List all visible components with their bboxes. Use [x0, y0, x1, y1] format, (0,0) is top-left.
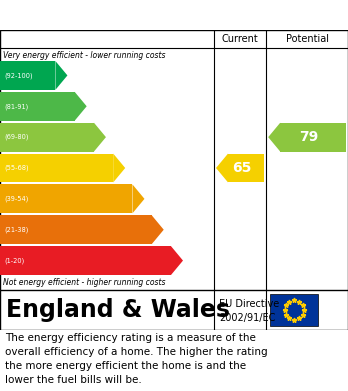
- Text: (1-20): (1-20): [4, 257, 24, 264]
- Text: 65: 65: [232, 161, 252, 175]
- Text: Potential: Potential: [286, 34, 329, 44]
- Polygon shape: [171, 246, 183, 275]
- Text: (69-80): (69-80): [4, 134, 29, 140]
- Text: G: G: [185, 254, 196, 267]
- Polygon shape: [113, 154, 125, 183]
- Bar: [0, 123, 94, 152]
- Text: (39-54): (39-54): [4, 196, 29, 202]
- Polygon shape: [152, 215, 164, 244]
- Text: 2002/91/EC: 2002/91/EC: [219, 313, 275, 323]
- Bar: [0, 61, 55, 90]
- Bar: [0, 215, 152, 244]
- Polygon shape: [133, 185, 144, 213]
- Text: B: B: [89, 99, 99, 113]
- Text: Energy Efficiency Rating: Energy Efficiency Rating: [122, 7, 332, 23]
- Text: The energy efficiency rating is a measure of the
overall efficiency of a home. T: The energy efficiency rating is a measur…: [5, 333, 268, 385]
- Bar: [0, 92, 75, 121]
- Text: A: A: [69, 68, 80, 83]
- Polygon shape: [216, 154, 228, 183]
- Polygon shape: [55, 61, 68, 90]
- Text: C: C: [108, 130, 118, 144]
- Text: (21-38): (21-38): [4, 226, 29, 233]
- Text: Very energy efficient - lower running costs: Very energy efficient - lower running co…: [3, 51, 166, 60]
- Text: England & Wales: England & Wales: [6, 298, 230, 322]
- Text: (81-91): (81-91): [4, 103, 28, 109]
- Bar: [0, 185, 133, 213]
- Text: F: F: [166, 223, 175, 237]
- Bar: [270, 294, 318, 326]
- Text: Not energy efficient - higher running costs: Not energy efficient - higher running co…: [3, 278, 166, 287]
- Text: 79: 79: [300, 130, 319, 144]
- Text: (92-100): (92-100): [4, 72, 33, 79]
- Bar: [280, 123, 346, 152]
- Text: (55-68): (55-68): [4, 165, 29, 171]
- Polygon shape: [268, 123, 280, 152]
- Text: EU Directive: EU Directive: [219, 299, 279, 309]
- Text: E: E: [147, 192, 156, 206]
- Bar: [0, 154, 113, 183]
- Text: D: D: [127, 161, 139, 175]
- Bar: [228, 154, 264, 183]
- Polygon shape: [75, 92, 87, 121]
- Polygon shape: [94, 123, 106, 152]
- Text: Current: Current: [222, 34, 259, 44]
- Bar: [0, 246, 171, 275]
